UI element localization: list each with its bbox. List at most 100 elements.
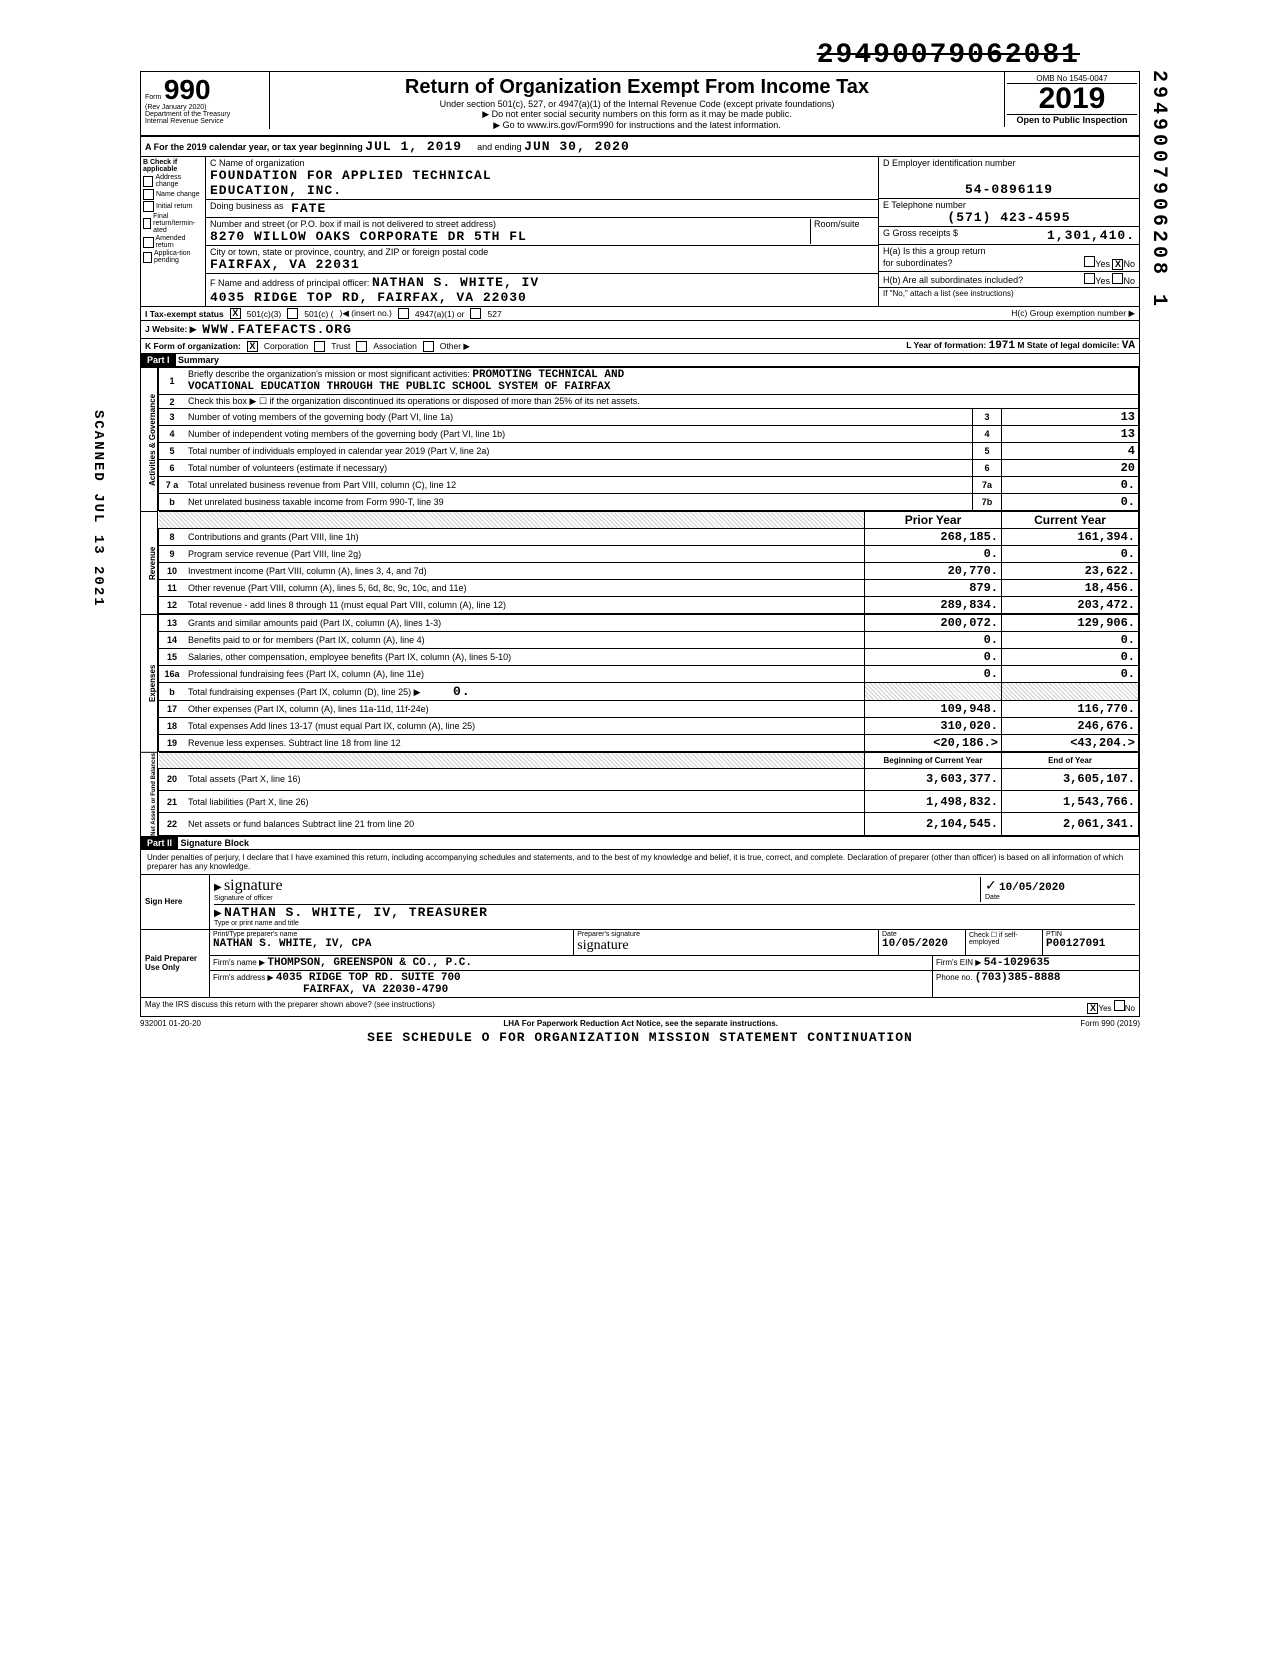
side-label-net: Net Assets or Fund Balances	[141, 752, 158, 836]
mission-text-2: VOCATIONAL EDUCATION THROUGH THE PUBLIC …	[188, 381, 610, 393]
c-checkbox[interactable]	[287, 308, 298, 319]
dba-label: Doing business as	[210, 201, 284, 216]
trust-label: Trust	[331, 341, 350, 351]
yes-label: Yes	[1095, 259, 1110, 269]
date-label: Date	[985, 894, 1135, 901]
part-2-header-row: Part II Signature Block	[140, 837, 1140, 850]
ha-label: H(a) Is this a group return	[883, 246, 1135, 256]
officer-name: NATHAN S. WHITE, IV	[372, 275, 539, 290]
current-value: 0.	[1002, 632, 1139, 649]
prior-value: 3,603,377.	[865, 768, 1002, 790]
no-label: No	[1123, 259, 1135, 269]
website: WWW.FATEFACTS.ORG	[202, 322, 352, 337]
hb-label: H(b) Are all subordinates included?	[883, 275, 1023, 285]
prior-value: 0.	[865, 546, 1002, 563]
current-year-header: Current Year	[1002, 512, 1139, 529]
checkbox[interactable]	[143, 252, 152, 263]
current-value: 116,770.	[1002, 701, 1139, 718]
prior-value: 289,834.	[865, 597, 1002, 614]
ha-yes-checkbox[interactable]	[1084, 256, 1095, 267]
prior-value: 310,020.	[865, 718, 1002, 735]
checkbox[interactable]	[143, 201, 154, 212]
sig-officer-label: Signature of officer	[214, 895, 980, 902]
row-value: 13	[1002, 409, 1139, 426]
prior-value: 109,948.	[865, 701, 1002, 718]
checkbox[interactable]	[143, 176, 153, 187]
yes-label-2: Yes	[1095, 276, 1110, 286]
row-num: 16a	[159, 666, 186, 683]
corp-checkbox[interactable]: X	[247, 341, 258, 352]
revenue-section: Revenue Prior Year Current Year 8Contrib…	[140, 511, 1140, 614]
l-label: L Year of formation:	[906, 340, 986, 350]
trust-checkbox[interactable]	[314, 341, 325, 352]
row-value: 13	[1002, 426, 1139, 443]
assoc-checkbox[interactable]	[356, 341, 367, 352]
form-irs: Internal Revenue Service	[145, 118, 265, 125]
main-title: Return of Organization Exempt From Incom…	[276, 76, 998, 99]
527-checkbox[interactable]	[470, 308, 481, 319]
open-public: Open to Public Inspection	[1007, 114, 1137, 125]
hb-note: If "No," attach a list (see instructions…	[879, 288, 1139, 299]
firm-phone: (703)385-8888	[975, 972, 1061, 984]
a1-checkbox[interactable]	[398, 308, 409, 319]
row-num: 20	[159, 768, 186, 790]
prior-value: 0.	[865, 649, 1002, 666]
checkbox[interactable]	[143, 189, 154, 200]
org-name: FOUNDATION FOR APPLIED TECHNICAL	[210, 168, 874, 183]
row-label: Total revenue - add lines 8 through 11 (…	[185, 597, 865, 614]
part-1-title: Summary	[178, 355, 219, 365]
row-label: Other revenue (Part VIII, column (A), li…	[185, 580, 865, 597]
checkbox[interactable]	[143, 237, 154, 248]
ptin-label: PTIN	[1046, 931, 1136, 938]
checkbox-label: Initial return	[156, 203, 193, 210]
website-note: ▶ Go to www.irs.gov/Form990 for instruct…	[276, 120, 998, 131]
checkbox-label: Applica-tion pending	[154, 250, 203, 264]
discuss-yes-checkbox[interactable]: X	[1087, 1003, 1098, 1014]
row-num: 5	[159, 443, 186, 460]
row-label: Total number of volunteers (estimate if …	[185, 460, 973, 477]
row-key: 7a	[973, 477, 1002, 494]
prior-value: 0.	[865, 632, 1002, 649]
other-checkbox[interactable]	[423, 341, 434, 352]
row-label: Net assets or fund balances Subtract lin…	[185, 813, 865, 835]
officer-name-title: NATHAN S. WHITE, IV, TREASURER	[224, 905, 488, 920]
ha-no-checkbox[interactable]: X	[1112, 259, 1123, 270]
officer-addr: 4035 RIDGE TOP RD, FAIRFAX, VA 22030	[210, 290, 527, 305]
row-num: 7 a	[159, 477, 186, 494]
row-label: Revenue less expenses. Subtract line 18 …	[185, 735, 865, 752]
row-label: Salaries, other compensation, employee b…	[185, 649, 865, 666]
period-begin: JUL 1, 2019	[365, 139, 462, 154]
year-formation: 1971	[989, 340, 1015, 352]
firm-name: THOMPSON, GREENSPON & CO., P.C.	[267, 957, 472, 969]
checkbox[interactable]	[143, 218, 151, 229]
c3-checkbox[interactable]: X	[230, 308, 241, 319]
part-2-label: Part II	[141, 837, 178, 849]
mission-text: PROMOTING TECHNICAL AND	[472, 369, 624, 381]
row-label: Investment income (Part VIII, column (A)…	[185, 563, 865, 580]
period-label: A For the 2019 calendar year, or tax yea…	[145, 142, 363, 152]
checkbox-header: B Check if applicable	[143, 159, 177, 173]
row-label: Net unrelated business taxable income fr…	[185, 494, 973, 511]
insert-label: )◀ (insert no.)	[340, 308, 392, 319]
period-end: JUN 30, 2020	[524, 139, 630, 154]
footer-see: SEE SCHEDULE O FOR ORGANIZATION MISSION …	[140, 1030, 1140, 1045]
row-key: 5	[973, 443, 1002, 460]
row-label: Number of independent voting members of …	[185, 426, 973, 443]
row-16b-num: b	[159, 683, 186, 701]
mission-label: Briefly describe the organization's miss…	[188, 369, 470, 379]
form-dept: Department of the Treasury	[145, 111, 265, 118]
status-row-j: J Website: ▶ WWW.FATEFACTS.ORG	[140, 321, 1140, 339]
current-value: <43,204.>	[1002, 735, 1139, 752]
no-label-2: No	[1123, 276, 1135, 286]
row-label: Grants and similar amounts paid (Part IX…	[185, 615, 865, 632]
discuss-no-checkbox[interactable]	[1114, 1000, 1125, 1011]
current-value: 3,605,107.	[1002, 768, 1139, 790]
org-city: FAIRFAX, VA 22031	[210, 257, 874, 272]
row-label: Contributions and grants (Part VIII, lin…	[185, 529, 865, 546]
a1-label: 4947(a)(1) or	[415, 309, 465, 319]
hb-no-checkbox[interactable]	[1112, 273, 1123, 284]
row-value: 0.	[1002, 494, 1139, 511]
hb-yes-checkbox[interactable]	[1084, 273, 1095, 284]
period-row: A For the 2019 calendar year, or tax yea…	[140, 137, 1140, 157]
governance-section: Activities & Governance 1 Briefly descri…	[140, 367, 1140, 511]
